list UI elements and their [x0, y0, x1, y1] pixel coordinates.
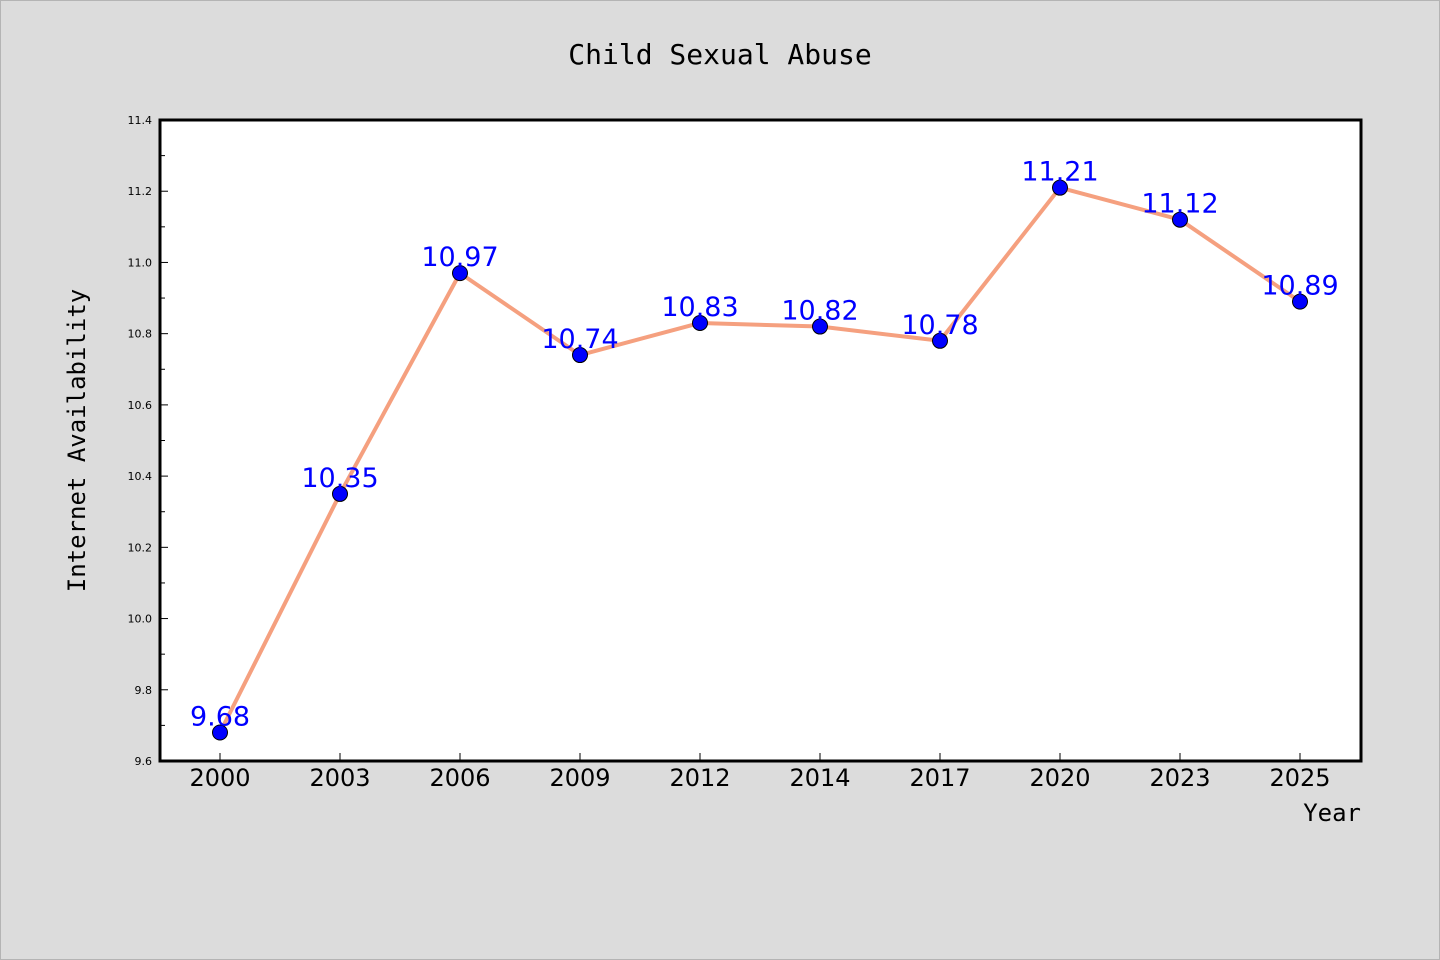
data-label: 10.78 — [901, 310, 978, 341]
x-tick-label: 2003 — [309, 764, 370, 792]
y-tick-label: 10.0 — [128, 613, 153, 626]
y-tick-label: 10.6 — [128, 399, 153, 412]
series-line — [218, 185, 1302, 735]
data-point — [812, 318, 828, 335]
data-label: 9.68 — [190, 702, 250, 733]
y-tick-label: 11.2 — [128, 185, 153, 198]
x-tick-label: 2006 — [429, 764, 490, 792]
x-tick-label: 2012 — [669, 764, 730, 792]
y-axis-label: Internet Availability — [63, 289, 91, 592]
data-label: 10.83 — [661, 292, 738, 323]
x-axis: 2000 2003 2006 2009 2012 2014 2017 2020 2023 2025 — [189, 753, 1331, 792]
plot-area — [158, 118, 1363, 763]
y-tick-label: 10.2 — [128, 541, 153, 554]
chart-title: Child Sexual Abuse — [568, 38, 871, 71]
data-point — [692, 314, 708, 331]
data-point — [932, 332, 948, 349]
data-label: 10.97 — [421, 242, 498, 273]
data-point — [452, 265, 468, 282]
x-tick-label: 2025 — [1269, 764, 1330, 792]
x-tick-label: 2017 — [909, 764, 970, 792]
x-tick-label: 2000 — [189, 764, 250, 792]
y-tick-label: 11.0 — [128, 256, 153, 269]
y-tick-label: 9.6 — [135, 755, 153, 768]
x-tick-label: 2023 — [1149, 764, 1210, 792]
y-tick-label: 9.8 — [135, 684, 153, 697]
series-layer — [212, 179, 1308, 741]
x-axis-label: Year — [1303, 799, 1361, 827]
y-tick-label: 11.4 — [128, 114, 153, 127]
x-tick-label: 2020 — [1029, 764, 1090, 792]
y-tick-label: 10.8 — [128, 328, 153, 341]
data-label: 10.82 — [781, 296, 858, 327]
data-point — [1292, 293, 1308, 310]
data-label: 10.74 — [541, 324, 618, 355]
y-tick-label: 10.4 — [128, 470, 153, 483]
data-label: 11.12 — [1141, 189, 1218, 220]
data-label: 10.35 — [301, 463, 378, 494]
x-tick-label: 2009 — [549, 764, 610, 792]
data-point — [212, 724, 228, 741]
data-point — [1172, 211, 1188, 228]
data-point — [572, 347, 588, 364]
y-axis: 9.6 9.8 10.0 10.2 10.4 10.6 10.8 11.0 11.2 11.4 — [128, 114, 168, 768]
x-tick-label: 2014 — [789, 764, 850, 792]
data-labels: 9.68 10.35 10.97 10.74 10.83 10.82 10.78 11.21 1… — [190, 157, 1339, 733]
data-label: 10.89 — [1261, 271, 1338, 302]
data-label: 11.21 — [1021, 157, 1098, 188]
data-point — [1052, 179, 1068, 196]
data-point — [332, 485, 348, 502]
